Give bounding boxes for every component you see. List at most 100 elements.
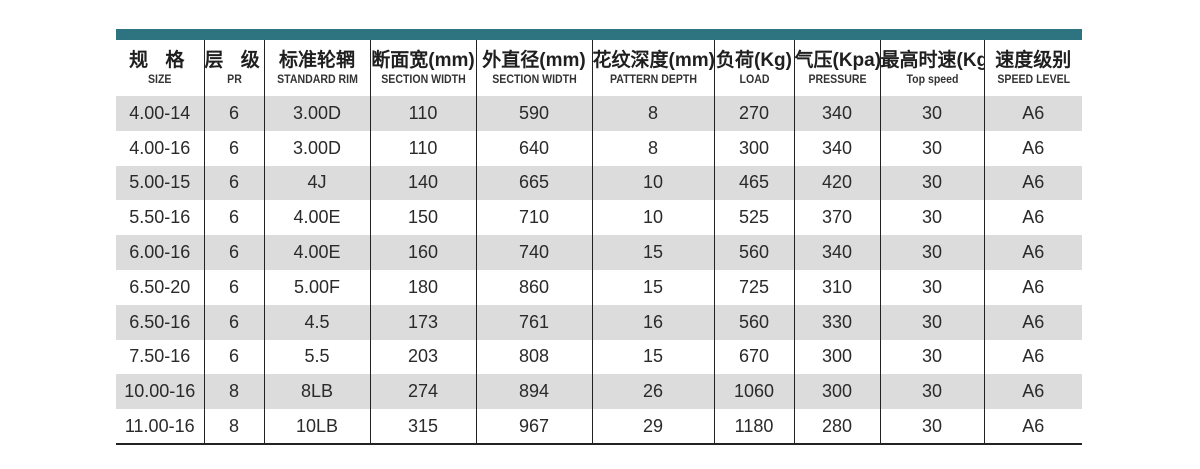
outer-diameter-cell: 761 — [475, 304, 592, 340]
standard-rim-cell: 3.00D — [263, 96, 370, 131]
section-width-cell: 274 — [369, 374, 476, 410]
pressure-cell: 340 — [793, 235, 880, 270]
header-speed-level-en: SPEED LEVEL — [996, 72, 1070, 86]
speed-level-cell: A6 — [983, 339, 1082, 375]
section-width-cell: 173 — [369, 304, 476, 340]
pattern-depth-cell: 15 — [591, 269, 714, 305]
header-load-cn: 负荷(Kg) — [716, 50, 792, 71]
size-cell: 6.50-16 — [116, 304, 204, 340]
table-row: 6.00-16 6 4.00E 160 740 15 560 340 30 A6 — [116, 235, 1082, 270]
pressure-cell: 300 — [793, 339, 880, 375]
top-speed-cell: 30 — [879, 269, 984, 305]
header-speed-level: 速度级别 SPEED LEVEL — [983, 40, 1082, 96]
pattern-depth-cell: 10 — [591, 200, 714, 236]
top-speed-cell: 30 — [879, 339, 984, 375]
pressure-cell: 310 — [793, 269, 880, 305]
section-width-cell: 180 — [369, 269, 476, 305]
standard-rim-cell: 4.5 — [263, 304, 370, 340]
size-cell: 5.00-15 — [116, 165, 204, 201]
table-row: 6.50-16 6 4.5 173 761 16 560 330 30 A6 — [116, 304, 1082, 340]
header-size-en: SIZE — [148, 72, 172, 86]
pattern-depth-cell: 29 — [591, 409, 714, 445]
speed-level-cell: A6 — [983, 200, 1082, 236]
load-cell: 670 — [713, 339, 794, 375]
size-cell: 11.00-16 — [116, 409, 204, 445]
pressure-cell: 340 — [793, 96, 880, 131]
table-row: 5.50-16 6 4.00E 150 710 10 525 370 30 A6 — [116, 200, 1082, 236]
ply-rating-cell: 6 — [203, 269, 264, 305]
size-cell: 4.00-14 — [116, 96, 204, 131]
section-width-cell: 150 — [369, 200, 476, 236]
header-accent-bar — [116, 29, 1082, 40]
load-cell: 1180 — [713, 409, 794, 445]
header-pattern-depth-en: PATTERN DEPTH — [609, 72, 697, 86]
standard-rim-cell: 3.00D — [263, 130, 370, 166]
table-header-row: 规 格 SIZE 层 级 PR 标准轮辋 STANDARD RIM 断面宽(mm… — [116, 40, 1082, 96]
header-standard-rim: 标准轮辋 STANDARD RIM — [263, 40, 370, 96]
table-row: 10.00-16 8 8LB 274 894 26 1060 300 30 A6 — [116, 374, 1082, 410]
load-cell: 560 — [713, 304, 794, 340]
standard-rim-cell: 5.00F — [263, 269, 370, 305]
outer-diameter-cell: 740 — [475, 235, 592, 270]
pressure-cell: 370 — [793, 200, 880, 236]
pattern-depth-cell: 10 — [591, 165, 714, 201]
speed-level-cell: A6 — [983, 165, 1082, 201]
size-cell: 7.50-16 — [116, 339, 204, 375]
outer-diameter-cell: 710 — [475, 200, 592, 236]
ply-rating-cell: 6 — [203, 235, 264, 270]
pressure-cell: 280 — [793, 409, 880, 445]
ply-rating-cell: 6 — [203, 304, 264, 340]
outer-diameter-cell: 967 — [475, 409, 592, 445]
section-width-cell: 160 — [369, 235, 476, 270]
load-cell: 300 — [713, 130, 794, 166]
outer-diameter-cell: 894 — [475, 374, 592, 410]
standard-rim-cell: 5.5 — [263, 339, 370, 375]
top-speed-cell: 30 — [879, 165, 984, 201]
header-ply-rating-cn: 层 级 — [204, 50, 264, 71]
header-section-width: 断面宽(mm) SECTION WIDTH — [369, 40, 476, 96]
header-section-width-cn: 断面宽(mm) — [371, 50, 475, 71]
standard-rim-cell: 4J — [263, 165, 370, 201]
top-speed-cell: 30 — [879, 235, 984, 270]
size-cell: 10.00-16 — [116, 374, 204, 410]
header-pressure-cn: 气压(Kpa) — [794, 50, 880, 71]
ply-rating-cell: 6 — [203, 200, 264, 236]
header-standard-rim-cn: 标准轮辋 — [278, 50, 355, 71]
section-width-cell: 203 — [369, 339, 476, 375]
pattern-depth-cell: 26 — [591, 374, 714, 410]
ply-rating-cell: 6 — [203, 96, 264, 131]
speed-level-cell: A6 — [983, 409, 1082, 445]
ply-rating-cell: 8 — [203, 409, 264, 445]
header-outer-diameter: 外直径(mm) SECTION WIDTH — [475, 40, 592, 96]
standard-rim-cell: 4.00E — [263, 200, 370, 236]
outer-diameter-cell: 640 — [475, 130, 592, 166]
section-width-cell: 110 — [369, 130, 476, 166]
table-row: 6.50-20 6 5.00F 180 860 15 725 310 30 A6 — [116, 269, 1082, 305]
tire-spec-table: 规 格 SIZE 层 级 PR 标准轮辋 STANDARD RIM 断面宽(mm… — [116, 40, 1082, 445]
header-top-speed-cn: 最高时速(Kg) — [880, 50, 984, 71]
size-cell: 6.50-20 — [116, 269, 204, 305]
load-cell: 465 — [713, 165, 794, 201]
speed-level-cell: A6 — [983, 235, 1082, 270]
standard-rim-cell: 4.00E — [263, 235, 370, 270]
ply-rating-cell: 6 — [203, 339, 264, 375]
speed-level-cell: A6 — [983, 130, 1082, 166]
pattern-depth-cell: 15 — [591, 235, 714, 270]
load-cell: 725 — [713, 269, 794, 305]
header-pressure-en: PRESSURE — [807, 72, 867, 86]
size-cell: 6.00-16 — [116, 235, 204, 270]
section-width-cell: 140 — [369, 165, 476, 201]
table-row: 7.50-16 6 5.5 203 808 15 670 300 30 A6 — [116, 339, 1082, 375]
table-row: 4.00-14 6 3.00D 110 590 8 270 340 30 A6 — [116, 96, 1082, 131]
table-row: 5.00-15 6 4J 140 665 10 465 420 30 A6 — [116, 165, 1082, 201]
speed-level-cell: A6 — [983, 269, 1082, 305]
top-speed-cell: 30 — [879, 374, 984, 410]
header-section-width-en: SECTION WIDTH — [380, 72, 466, 86]
standard-rim-cell: 8LB — [263, 374, 370, 410]
header-pressure: 气压(Kpa) PRESSURE — [793, 40, 880, 96]
load-cell: 525 — [713, 200, 794, 236]
size-cell: 5.50-16 — [116, 200, 204, 236]
pressure-cell: 300 — [793, 374, 880, 410]
outer-diameter-cell: 590 — [475, 96, 592, 131]
top-speed-cell: 30 — [879, 200, 984, 236]
